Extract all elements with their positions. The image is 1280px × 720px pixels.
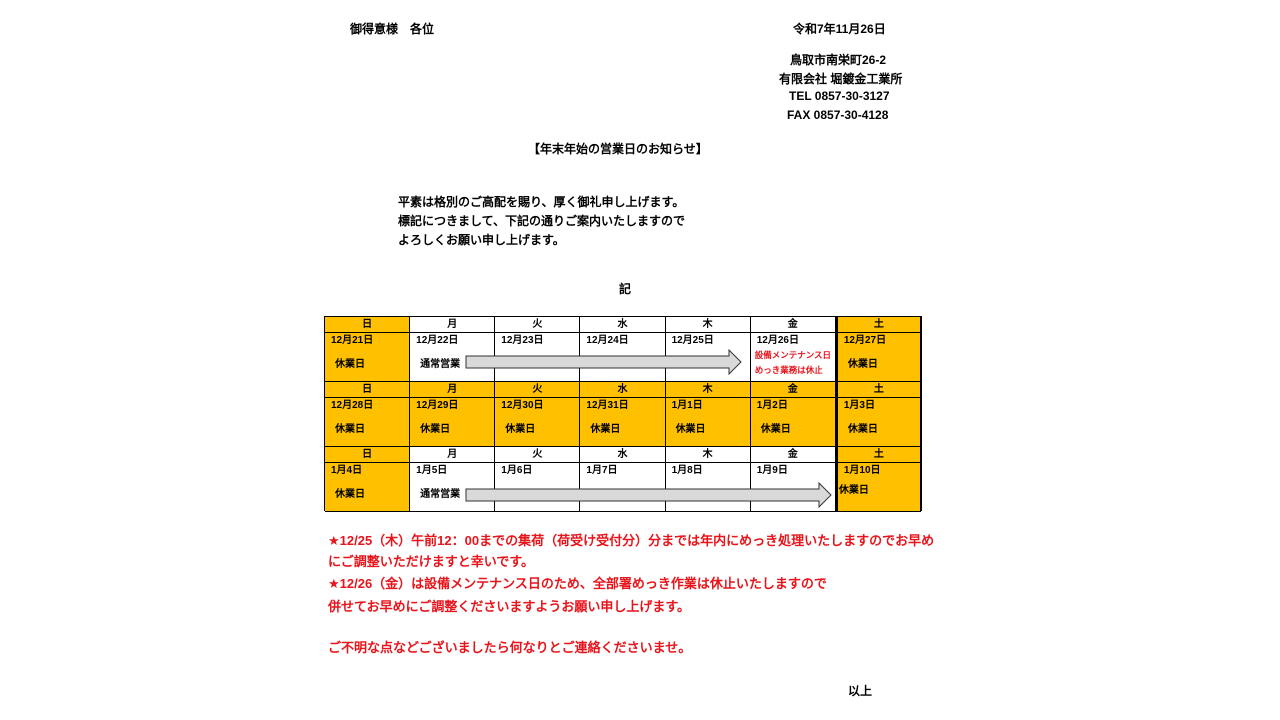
company-tel: TEL 0857-30-3127 xyxy=(789,89,890,103)
day-status: 休業日 xyxy=(847,359,878,370)
day-cell: 12月31日 休業日 xyxy=(580,398,666,447)
weekday-header: 土 xyxy=(835,447,921,463)
weekday-header: 土 xyxy=(835,317,921,333)
day-date: 1月10日 xyxy=(843,465,881,476)
business-period-arrow xyxy=(465,482,832,508)
weekday-header: 木 xyxy=(665,447,751,463)
weekday-header: 金 xyxy=(750,317,836,333)
day-date: 1月8日 xyxy=(671,465,703,476)
day-date: 12月31日 xyxy=(586,400,629,411)
day-status: 通常営業 xyxy=(420,359,461,370)
company-address: 鳥取市南栄町26-2 xyxy=(790,53,887,67)
day-date: 12月29日 xyxy=(416,400,459,411)
day-cell: 1月2日休業日 xyxy=(750,398,836,447)
day-status: 休業日 xyxy=(760,424,791,435)
day-cell: 12月27日 休業日 xyxy=(835,333,921,382)
maintenance-note: めっき業務は休止 xyxy=(754,365,823,375)
day-status: 休業日 xyxy=(420,424,451,435)
day-status: 休業日 xyxy=(847,424,878,435)
weekday-header: 木 xyxy=(665,317,751,333)
weekday-header: 日 xyxy=(325,382,411,398)
page-title: 【年末年始の営業日のお知らせ】 xyxy=(528,142,708,156)
weekday-header: 日 xyxy=(325,447,411,463)
weekday-header: 木 xyxy=(665,382,751,398)
weekday-header: 水 xyxy=(580,447,666,463)
day-cell: 1月5日通常営業 xyxy=(410,463,496,512)
day-cell: 1月3日休業日 xyxy=(835,398,921,447)
day-cell: 12月26日設備メンテナンス日 めっき業務は休止 xyxy=(750,333,836,382)
day-date: 12月25日 xyxy=(671,335,714,346)
weekday-header: 土 xyxy=(835,382,921,398)
day-status: 休業日 xyxy=(335,359,365,370)
day-date: 12月30日 xyxy=(501,400,544,411)
day-date: 12月26日 xyxy=(756,335,799,346)
day-date: 12月21日 xyxy=(331,335,374,346)
day-cell: 1月10日休業日 xyxy=(835,463,921,512)
day-date: 1月1日 xyxy=(671,400,703,411)
weekday-header: 火 xyxy=(495,447,581,463)
day-date: 1月5日 xyxy=(416,465,448,476)
day-cell: 12月29日 休業日 xyxy=(410,398,496,447)
day-status: 休業日 xyxy=(505,424,536,435)
day-status: 休業日 xyxy=(675,424,706,435)
greeting-line: 標記につきまして、下記の通りご案内いたしますので xyxy=(398,214,686,228)
day-date: 1月4日 xyxy=(331,465,363,476)
day-cell: 1月6日 xyxy=(495,463,581,512)
day-status: 休業日 xyxy=(590,424,621,435)
notice-line: ★12/25（木）午前12：00までの集荷（荷受け受付分）分までは年内にめっき処… xyxy=(328,533,935,548)
weekday-header: 金 xyxy=(750,382,836,398)
weekday-header: 水 xyxy=(580,317,666,333)
notice-line: にご調整いただけますと幸いです。 xyxy=(328,554,535,569)
addressee: 御得意様 各位 xyxy=(350,22,435,36)
greeting-line: 平素は格別のご高配を賜り、厚く御礼申し上げます。 xyxy=(398,195,685,209)
business-period-arrow xyxy=(465,349,742,375)
issue-date: 令和7年11月26日 xyxy=(793,22,886,36)
day-date: 1月3日 xyxy=(843,400,875,411)
notice-line: 併せてお早めにご調整くださいますようお願い申し上げます。 xyxy=(328,599,691,614)
contact-line: ご不明な点などございましたら何なりとご連絡くださいませ。 xyxy=(328,640,692,655)
day-cell: 12月21日 休業日 xyxy=(325,333,411,382)
holiday-calendar: 日 12月21日 休業日月 12月22日 通常営業火 12月23日水 12月24日木 12月2… xyxy=(324,316,922,512)
day-date: 12月24日 xyxy=(586,335,629,346)
day-cell: 1月8日 xyxy=(665,463,751,512)
weekday-header: 金 xyxy=(750,447,836,463)
weekday-header: 水 xyxy=(580,382,666,398)
day-cell: 12月28日 休業日 xyxy=(325,398,411,447)
day-date: 1月6日 xyxy=(501,465,533,476)
weekday-header: 月 xyxy=(410,317,496,333)
day-date: 12月28日 xyxy=(331,400,374,411)
day-date: 12月23日 xyxy=(501,335,544,346)
weekday-header: 火 xyxy=(495,317,581,333)
maintenance-note: 設備メンテナンス日 xyxy=(754,350,832,360)
day-status: 通常営業 xyxy=(420,489,461,500)
day-cell: 1月4日休業日 xyxy=(325,463,411,512)
weekday-header: 月 xyxy=(410,382,496,398)
day-cell: 1月1日休業日 xyxy=(665,398,751,447)
notice-line: ★12/26（金）は設備メンテナンス日のため、全部署めっき作業は休止いたしますの… xyxy=(328,576,827,591)
day-date: 12月22日 xyxy=(416,335,459,346)
company-name: 有限会社 堀鍍金工業所 xyxy=(779,72,903,86)
day-date: 1月2日 xyxy=(756,400,788,411)
company-fax: FAX 0857-30-4128 xyxy=(787,108,889,122)
greeting-line: よろしくお願い申し上げます。 xyxy=(398,233,565,247)
day-date: 1月9日 xyxy=(756,465,788,476)
day-date: 1月7日 xyxy=(586,465,618,476)
ki-heading: 記 xyxy=(619,282,632,296)
weekday-header: 日 xyxy=(325,317,411,333)
day-date: 12月27日 xyxy=(843,335,887,346)
weekday-header: 火 xyxy=(495,382,581,398)
day-status: 休業日 xyxy=(335,424,365,435)
closing: 以上 xyxy=(848,684,873,698)
day-status: 休業日 xyxy=(335,489,365,500)
day-status: 休業日 xyxy=(838,485,869,496)
weekday-header: 月 xyxy=(410,447,496,463)
day-cell: 12月30日 休業日 xyxy=(495,398,581,447)
day-cell: 1月7日 xyxy=(580,463,666,512)
